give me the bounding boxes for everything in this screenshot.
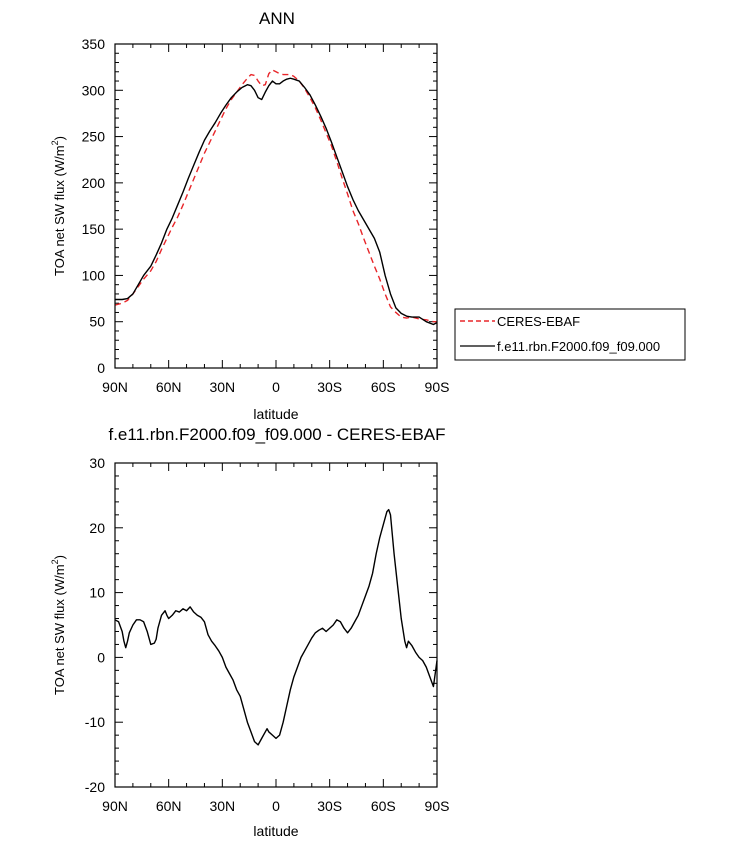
x-axis-title: latitude bbox=[253, 823, 298, 839]
x-tick-label: 30S bbox=[317, 379, 342, 395]
x-tick-label: 60N bbox=[156, 379, 182, 395]
y-tick-label: 350 bbox=[82, 36, 106, 52]
plot-frame bbox=[114, 43, 438, 369]
x-tick-label: 30S bbox=[317, 798, 342, 814]
chart-title: f.e11.rbn.F2000.f09_f09.000 - CERES-EBAF bbox=[108, 425, 445, 444]
series-line-1 bbox=[114, 69, 437, 323]
x-tick-label: 90N bbox=[102, 798, 128, 814]
axis-ticks: 90N 60N 30N 0 30S 60S 90S 0 50 100 150 200 250 300 350 bbox=[82, 36, 450, 395]
chart-title: ANN bbox=[259, 9, 295, 28]
climatology-panel: ANN TOA net SW flux (W/m2) latitude 90N 6… bbox=[50, 9, 449, 422]
y-tick-label: 30 bbox=[89, 455, 105, 471]
y-tick-label: 10 bbox=[89, 585, 105, 601]
series-line-2 bbox=[115, 77, 438, 326]
x-tick-label: 60S bbox=[371, 798, 396, 814]
x-tick-label: 90N bbox=[102, 379, 128, 395]
legend-label-ceres: CERES-EBAF bbox=[497, 314, 580, 329]
y-tick-label: -20 bbox=[85, 779, 105, 795]
x-tick-label: 30N bbox=[209, 798, 235, 814]
difference-panel: f.e11.rbn.F2000.f09_f09.000 - CERES-EBAF… bbox=[50, 425, 449, 839]
series-line-1 bbox=[114, 508, 438, 746]
plot-frame bbox=[114, 462, 438, 788]
x-tick-label: 90S bbox=[425, 798, 450, 814]
x-tick-label: 60N bbox=[156, 798, 182, 814]
axis-ticks: 90N 60N 30N 0 30S 60S 90S -20 -10 0 10 20 30 bbox=[85, 455, 450, 814]
y-tick-label: 0 bbox=[97, 649, 105, 665]
x-axis-title: latitude bbox=[253, 406, 298, 422]
legend-label-model: f.e11.rbn.F2000.f09_f09.000 bbox=[497, 339, 660, 354]
y-axis-title: TOA net SW flux (W/m2) bbox=[50, 555, 67, 695]
svg-text:TOA net SW flux (W/m2): TOA net SW flux (W/m2) bbox=[50, 555, 67, 695]
series-layer bbox=[114, 508, 438, 746]
series-layer bbox=[114, 69, 438, 326]
x-tick-label: 90S bbox=[425, 379, 450, 395]
x-tick-label: 0 bbox=[272, 379, 280, 395]
x-tick-label: 30N bbox=[209, 379, 235, 395]
legend: CERES-EBAF f.e11.rbn.F2000.f09_f09.000 bbox=[454, 308, 686, 361]
y-axis-title: TOA net SW flux (W/m2) bbox=[50, 136, 67, 276]
legend-box bbox=[454, 308, 686, 361]
svg-text:TOA net SW flux (W/m2): TOA net SW flux (W/m2) bbox=[50, 136, 67, 276]
y-tick-label: 250 bbox=[82, 129, 106, 145]
x-tick-label: 60S bbox=[371, 379, 396, 395]
y-tick-label: 20 bbox=[89, 520, 105, 536]
y-tick-label: 0 bbox=[97, 360, 105, 376]
y-tick-label: 100 bbox=[82, 267, 106, 283]
y-tick-label: 200 bbox=[82, 175, 106, 191]
y-tick-label: -10 bbox=[85, 714, 105, 730]
y-tick-label: 50 bbox=[89, 314, 105, 330]
y-tick-label: 150 bbox=[82, 221, 106, 237]
y-tick-label: 300 bbox=[82, 82, 106, 98]
x-tick-label: 0 bbox=[272, 798, 280, 814]
